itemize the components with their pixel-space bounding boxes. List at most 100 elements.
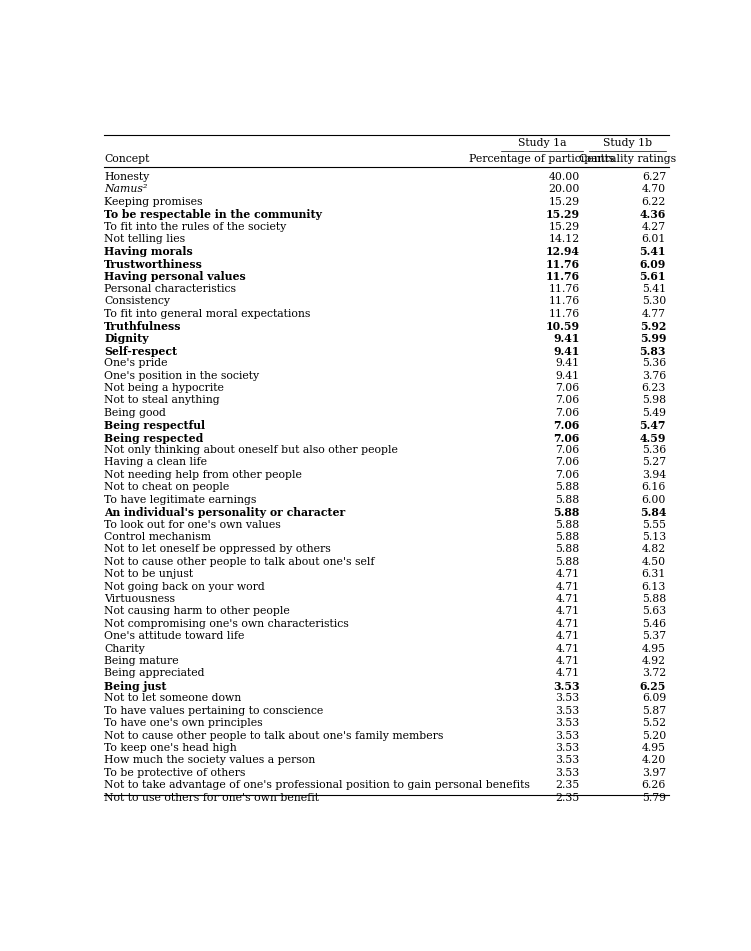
Text: 3.97: 3.97 xyxy=(642,767,666,778)
Text: 4.95: 4.95 xyxy=(642,644,666,653)
Text: Having morals: Having morals xyxy=(104,246,193,258)
Text: 5.41: 5.41 xyxy=(640,246,666,258)
Text: 6.25: 6.25 xyxy=(640,681,666,692)
Text: 5.52: 5.52 xyxy=(642,718,666,728)
Text: Virtuousness: Virtuousness xyxy=(104,594,175,604)
Text: Not to cause other people to talk about one's family members: Not to cause other people to talk about … xyxy=(104,730,444,741)
Text: 9.41: 9.41 xyxy=(556,359,580,368)
Text: 4.71: 4.71 xyxy=(556,619,580,629)
Text: 5.88: 5.88 xyxy=(556,495,580,505)
Text: Not being a hypocrite: Not being a hypocrite xyxy=(104,383,225,393)
Text: 6.13: 6.13 xyxy=(641,582,666,592)
Text: 4.71: 4.71 xyxy=(556,607,580,616)
Text: 11.76: 11.76 xyxy=(549,296,580,306)
Text: 6.22: 6.22 xyxy=(641,197,666,206)
Text: 11.76: 11.76 xyxy=(546,271,580,282)
Text: 3.72: 3.72 xyxy=(642,669,666,678)
Text: 4.20: 4.20 xyxy=(642,755,666,766)
Text: 7.06: 7.06 xyxy=(553,433,580,443)
Text: 9.41: 9.41 xyxy=(553,333,580,344)
Text: Being appreciated: Being appreciated xyxy=(104,669,205,678)
Text: 5.92: 5.92 xyxy=(640,320,666,332)
Text: Being respectful: Being respectful xyxy=(104,420,206,431)
Text: 7.06: 7.06 xyxy=(556,470,580,480)
Text: Not only thinking about oneself but also other people: Not only thinking about oneself but also… xyxy=(104,445,398,455)
Text: To have values pertaining to conscience: To have values pertaining to conscience xyxy=(104,706,324,716)
Text: One's attitude toward life: One's attitude toward life xyxy=(104,631,245,641)
Text: Keeping promises: Keeping promises xyxy=(104,197,203,206)
Text: Being mature: Being mature xyxy=(104,656,179,666)
Text: One's pride: One's pride xyxy=(104,359,168,368)
Text: 4.59: 4.59 xyxy=(640,433,666,443)
Text: 5.88: 5.88 xyxy=(556,519,580,530)
Text: 3.76: 3.76 xyxy=(642,371,666,380)
Text: 2.35: 2.35 xyxy=(556,780,580,790)
Text: Being just: Being just xyxy=(104,681,167,692)
Text: 7.06: 7.06 xyxy=(553,420,580,431)
Text: 5.13: 5.13 xyxy=(642,532,666,542)
Text: 4.95: 4.95 xyxy=(642,743,666,753)
Text: 14.12: 14.12 xyxy=(549,234,580,244)
Text: 5.98: 5.98 xyxy=(642,396,666,405)
Text: Having personal values: Having personal values xyxy=(104,271,246,282)
Text: Personal characteristics: Personal characteristics xyxy=(104,283,237,294)
Text: 15.29: 15.29 xyxy=(549,197,580,206)
Text: 4.71: 4.71 xyxy=(556,669,580,678)
Text: 12.94: 12.94 xyxy=(546,246,580,258)
Text: 7.06: 7.06 xyxy=(556,457,580,468)
Text: To have legitimate earnings: To have legitimate earnings xyxy=(104,495,257,505)
Text: Not to let someone down: Not to let someone down xyxy=(104,693,242,704)
Text: Charity: Charity xyxy=(104,644,145,653)
Text: 4.71: 4.71 xyxy=(556,582,580,592)
Text: 3.53: 3.53 xyxy=(553,681,580,692)
Text: 5.99: 5.99 xyxy=(640,333,666,344)
Text: An individual's personality or character: An individual's personality or character xyxy=(104,507,345,518)
Text: 5.27: 5.27 xyxy=(642,457,666,468)
Text: 15.29: 15.29 xyxy=(546,209,580,221)
Text: 6.00: 6.00 xyxy=(641,495,666,505)
Text: Centrality ratings: Centrality ratings xyxy=(579,154,676,164)
Text: 6.16: 6.16 xyxy=(641,482,666,493)
Text: Control mechanism: Control mechanism xyxy=(104,532,211,542)
Text: 4.36: 4.36 xyxy=(640,209,666,221)
Text: 9.41: 9.41 xyxy=(553,346,580,357)
Text: 5.46: 5.46 xyxy=(642,619,666,629)
Text: 5.84: 5.84 xyxy=(640,507,666,518)
Text: Not to steal anything: Not to steal anything xyxy=(104,396,220,405)
Text: 6.31: 6.31 xyxy=(641,569,666,579)
Text: To fit into the rules of the society: To fit into the rules of the society xyxy=(104,222,287,232)
Text: 5.88: 5.88 xyxy=(556,532,580,542)
Text: 5.37: 5.37 xyxy=(642,631,666,641)
Text: 5.55: 5.55 xyxy=(642,519,666,530)
Text: Not to cheat on people: Not to cheat on people xyxy=(104,482,230,493)
Text: Not to take advantage of one's professional position to gain personal benefits: Not to take advantage of one's professio… xyxy=(104,780,530,790)
Text: Not causing harm to other people: Not causing harm to other people xyxy=(104,607,290,616)
Text: 10.59: 10.59 xyxy=(546,320,580,332)
Text: 5.88: 5.88 xyxy=(556,544,580,554)
Text: 11.76: 11.76 xyxy=(546,259,580,270)
Text: 5.88: 5.88 xyxy=(556,556,580,567)
Text: 5.63: 5.63 xyxy=(642,607,666,616)
Text: 4.71: 4.71 xyxy=(556,656,580,666)
Text: 4.70: 4.70 xyxy=(642,184,666,194)
Text: 4.71: 4.71 xyxy=(556,569,580,579)
Text: 5.88: 5.88 xyxy=(553,507,580,518)
Text: Being respected: Being respected xyxy=(104,433,204,443)
Text: Not going back on your word: Not going back on your word xyxy=(104,582,265,592)
Text: Having a clean life: Having a clean life xyxy=(104,457,207,468)
Text: 5.20: 5.20 xyxy=(642,730,666,741)
Text: Study 1b: Study 1b xyxy=(603,138,652,147)
Text: 4.50: 4.50 xyxy=(642,556,666,567)
Text: 15.29: 15.29 xyxy=(549,222,580,232)
Text: 9.41: 9.41 xyxy=(556,371,580,380)
Text: 7.06: 7.06 xyxy=(556,396,580,405)
Text: Concept: Concept xyxy=(104,154,149,164)
Text: 5.83: 5.83 xyxy=(640,346,666,357)
Text: 5.88: 5.88 xyxy=(556,482,580,493)
Text: Self-respect: Self-respect xyxy=(104,346,177,357)
Text: 6.01: 6.01 xyxy=(641,234,666,244)
Text: 11.76: 11.76 xyxy=(549,308,580,319)
Text: Being good: Being good xyxy=(104,408,166,417)
Text: Not to use others for one's own benefit: Not to use others for one's own benefit xyxy=(104,792,319,803)
Text: 4.71: 4.71 xyxy=(556,631,580,641)
